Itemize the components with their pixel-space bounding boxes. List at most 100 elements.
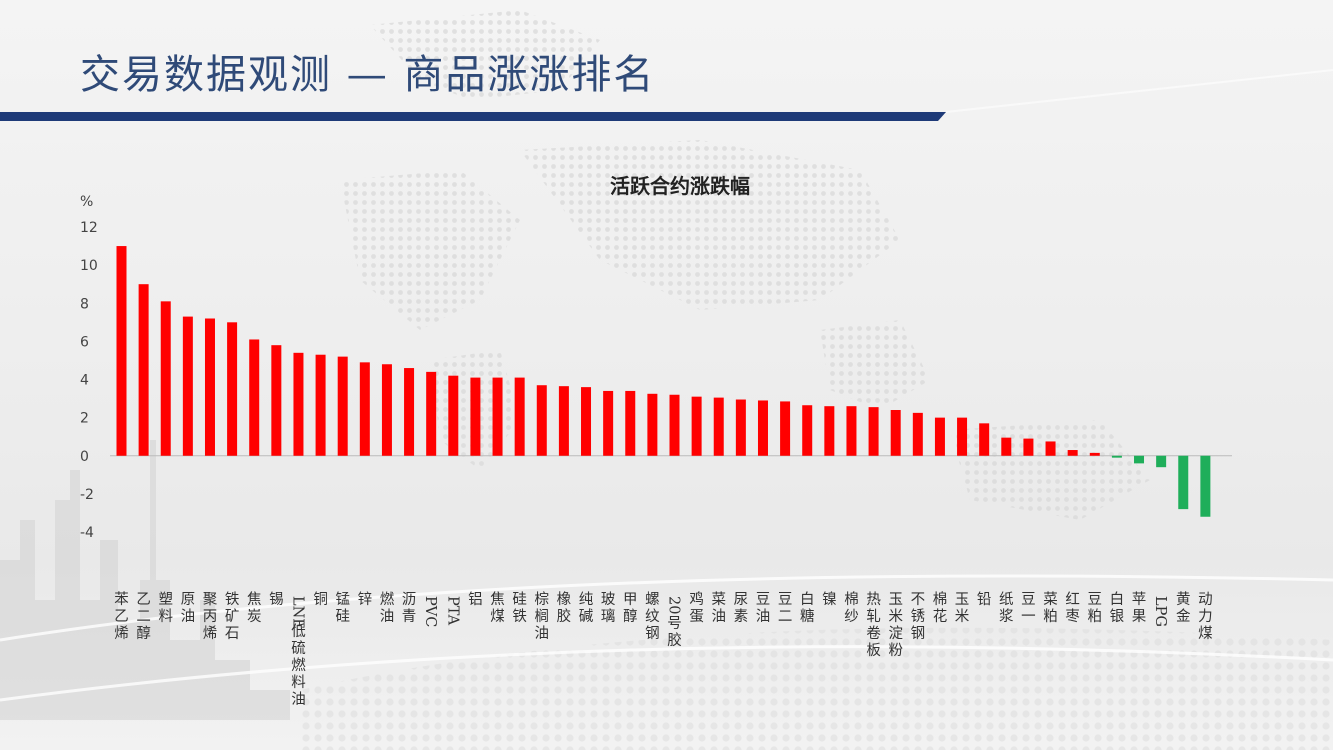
category-label: 20 号胶 xyxy=(666,596,682,649)
category-label: 苯乙烯 xyxy=(114,591,129,642)
svg-text:纸: 纸 xyxy=(999,591,1014,608)
category-label: 铅 xyxy=(977,591,992,608)
category-label: 菜油 xyxy=(711,591,726,625)
bar xyxy=(271,345,282,456)
svg-text:纯: 纯 xyxy=(579,591,594,608)
svg-text:PTA: PTA xyxy=(444,596,460,626)
bar xyxy=(1067,450,1078,456)
svg-text:苯: 苯 xyxy=(114,591,129,608)
svg-text:镍: 镍 xyxy=(822,591,837,608)
bar xyxy=(802,405,813,456)
category-label: 螺纹钢 xyxy=(645,591,660,642)
svg-text:黄: 黄 xyxy=(1176,591,1191,608)
svg-text:热: 热 xyxy=(866,591,881,608)
y-tick-label: -4 xyxy=(80,525,94,541)
bar xyxy=(625,390,636,456)
svg-text:硫: 硫 xyxy=(291,640,306,657)
svg-text:燃: 燃 xyxy=(291,656,306,674)
category-label: 动力煤 xyxy=(1198,591,1213,642)
svg-text:红: 红 xyxy=(1065,591,1080,608)
svg-text:焦: 焦 xyxy=(490,591,505,608)
bar xyxy=(868,407,879,456)
svg-text:豆: 豆 xyxy=(756,592,771,608)
category-label: 尿素 xyxy=(734,592,749,625)
bar xyxy=(691,396,702,456)
bar xyxy=(912,412,923,456)
bar xyxy=(337,356,348,456)
category-label: 玉米 xyxy=(955,592,970,625)
category-label: 不锈钢 xyxy=(911,592,926,642)
bar xyxy=(1156,455,1167,468)
svg-text:菜: 菜 xyxy=(1043,591,1058,608)
bar xyxy=(979,423,990,456)
category-label: 豆二 xyxy=(778,592,793,625)
category-label: 棕榈油 xyxy=(535,591,550,642)
svg-text:卷: 卷 xyxy=(866,625,881,642)
bar xyxy=(1045,441,1056,456)
svg-text:玻: 玻 xyxy=(601,591,616,608)
category-label: 锰硅 xyxy=(335,591,350,625)
svg-text:豆: 豆 xyxy=(1021,592,1036,608)
svg-text:钢: 钢 xyxy=(911,625,926,642)
bar xyxy=(1089,452,1100,456)
svg-text:碱: 碱 xyxy=(579,608,594,625)
svg-text:银: 银 xyxy=(1110,608,1125,625)
svg-text:铁: 铁 xyxy=(512,608,527,625)
svg-text:枣: 枣 xyxy=(1065,608,1080,625)
svg-text:米: 米 xyxy=(888,608,903,625)
svg-text:花: 花 xyxy=(933,608,948,625)
svg-text:油: 油 xyxy=(711,608,726,625)
bar xyxy=(1178,455,1189,510)
svg-text:煤: 煤 xyxy=(490,608,505,625)
svg-text:锡: 锡 xyxy=(269,591,284,608)
svg-text:原: 原 xyxy=(181,592,196,608)
svg-text:豆: 豆 xyxy=(778,592,793,608)
svg-text:玉: 玉 xyxy=(888,592,903,608)
category-label: 燃油 xyxy=(380,590,395,625)
svg-text:鸡: 鸡 xyxy=(689,591,704,608)
bar xyxy=(846,406,857,456)
y-tick-label: 6 xyxy=(80,334,89,350)
category-label: 纯碱 xyxy=(579,591,594,625)
svg-text:一: 一 xyxy=(1021,609,1036,625)
bar xyxy=(824,406,835,456)
category-label: 乙二醇 xyxy=(136,592,151,642)
category-label: 棉纱 xyxy=(844,591,859,625)
svg-text:果: 果 xyxy=(1132,609,1147,625)
category-label: 红枣 xyxy=(1065,591,1080,625)
svg-text:硅: 硅 xyxy=(335,608,350,625)
svg-text:蛋: 蛋 xyxy=(689,608,704,625)
svg-text:棉: 棉 xyxy=(844,591,859,608)
svg-text:青: 青 xyxy=(402,608,417,625)
svg-text:乙: 乙 xyxy=(114,609,129,625)
category-label: 锌 xyxy=(358,591,373,608)
bar xyxy=(404,368,415,456)
category-label: 豆一 xyxy=(1021,592,1036,625)
bar xyxy=(934,417,945,456)
y-axis-ticks: 12 10 8 6 4 2 0 -2 -4 xyxy=(80,220,98,541)
bottom-dot-field xyxy=(300,627,1333,750)
category-label: 豆粕 xyxy=(1088,592,1103,625)
decorative-curves xyxy=(0,574,1333,702)
category-label: 焦煤 xyxy=(490,591,505,625)
svg-text:螺: 螺 xyxy=(645,591,660,608)
y-tick-label: 12 xyxy=(80,220,98,236)
svg-text:油: 油 xyxy=(756,608,771,625)
svg-text:棕: 棕 xyxy=(535,591,550,608)
svg-text:20: 20 xyxy=(666,596,682,614)
bar xyxy=(116,246,127,456)
y-axis-unit-label: % xyxy=(80,194,93,210)
bar xyxy=(581,387,592,456)
y-tick-label: 2 xyxy=(80,411,89,427)
svg-text:塑: 塑 xyxy=(158,591,173,608)
category-label: 纸浆 xyxy=(999,591,1014,625)
category-label: LPG xyxy=(1152,596,1168,627)
bar xyxy=(204,318,215,456)
svg-text:焦: 焦 xyxy=(247,591,262,608)
bar xyxy=(1023,438,1034,456)
svg-text:料: 料 xyxy=(291,674,306,691)
bar xyxy=(1200,455,1211,517)
